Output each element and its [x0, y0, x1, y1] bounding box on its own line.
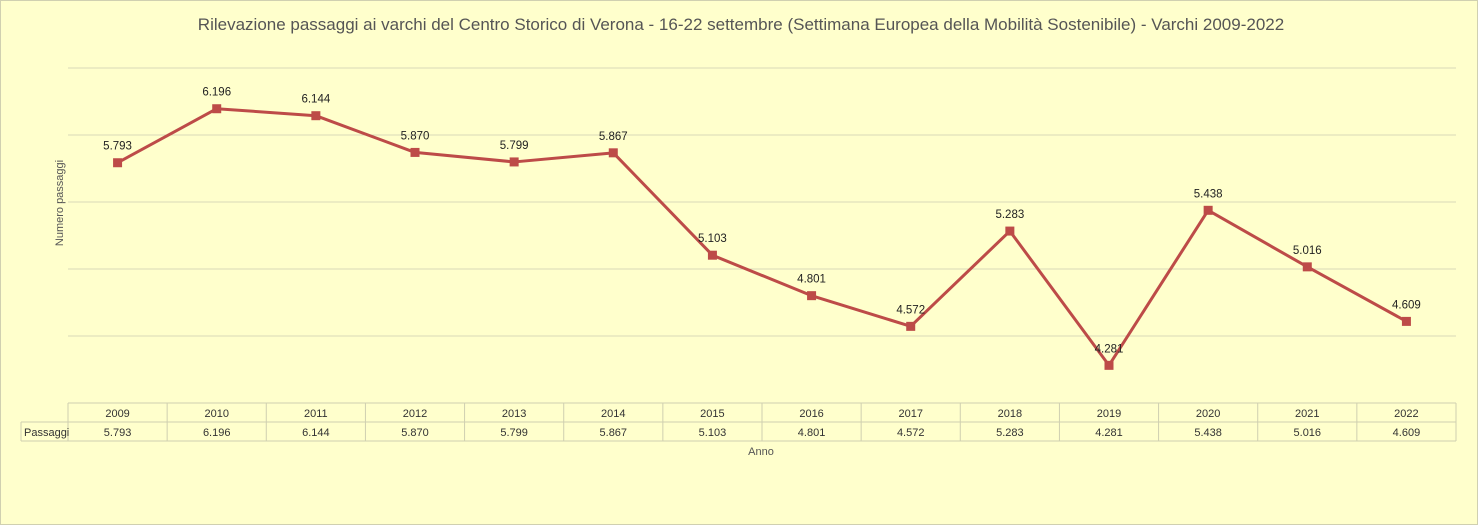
data-label: 5.438 — [1194, 188, 1223, 200]
table-cell: 6.196 — [203, 427, 231, 439]
x-tick-label: 2019 — [1097, 408, 1121, 420]
x-tick-label: 2016 — [799, 408, 823, 420]
data-label: 6.144 — [301, 94, 330, 106]
data-point-marker — [1302, 262, 1312, 272]
table-cell: 5.283 — [996, 427, 1024, 439]
data-point-marker — [113, 158, 123, 168]
x-tick-label: 2014 — [601, 408, 625, 420]
data-label: 4.609 — [1392, 299, 1421, 311]
x-tick-label: 2009 — [105, 408, 129, 420]
data-labels: 5.793 6.196 6.144 5.870 5.799 5.867 5.103 4.801… — [103, 87, 1421, 356]
table-cell: 5.799 — [500, 427, 528, 439]
table-cell: 5.870 — [401, 427, 429, 439]
x-tick-label: 2018 — [998, 408, 1022, 420]
table-cell: 5.793 — [104, 427, 132, 439]
data-point-marker — [1203, 205, 1213, 215]
table-cell: 4.572 — [897, 427, 925, 439]
x-tick-label: 2020 — [1196, 408, 1220, 420]
gridlines — [68, 67, 1456, 337]
data-label: 5.016 — [1293, 245, 1322, 257]
data-label: 4.281 — [1095, 343, 1124, 355]
data-point-marker — [311, 111, 321, 121]
chart-title: Rilevazione passaggi ai varchi del Centr… — [198, 15, 1284, 34]
table-cell: 6.144 — [302, 427, 330, 439]
table-cell: 4.801 — [798, 427, 826, 439]
data-label: 5.799 — [500, 140, 529, 152]
table-cell: 5.867 — [600, 427, 628, 439]
table-cell: 5.016 — [1294, 427, 1322, 439]
data-label: 5.870 — [401, 130, 430, 142]
data-point-marker — [1005, 226, 1015, 236]
x-tick-label: 2010 — [204, 408, 228, 420]
data-point-marker — [509, 157, 519, 167]
x-tick-label: 2022 — [1394, 408, 1418, 420]
data-point-marker — [212, 104, 222, 114]
x-tick-label: 2013 — [502, 408, 526, 420]
table-cell: 4.281 — [1095, 427, 1123, 439]
data-label: 6.196 — [202, 87, 231, 99]
data-label: 4.801 — [797, 274, 826, 286]
y-axis-label: Numero passaggi — [54, 160, 66, 246]
data-label: 5.283 — [995, 209, 1024, 221]
data-point-marker — [608, 148, 618, 158]
data-label: 5.867 — [599, 131, 628, 143]
x-tick-label: 2012 — [403, 408, 427, 420]
data-point-marker — [1104, 360, 1114, 370]
table-row-header: Passaggi — [24, 427, 69, 439]
series-passaggi — [113, 104, 1411, 370]
data-table: Passaggi 2009 5.793 2010 6.196 2011 6.144 2012 5… — [20, 402, 1457, 442]
x-tick-label: 2011 — [304, 408, 328, 420]
x-axis-label: Anno — [748, 446, 774, 458]
data-label: 5.103 — [698, 233, 727, 245]
data-point-marker — [906, 321, 916, 331]
data-point-marker — [807, 291, 817, 301]
data-point-marker — [1401, 316, 1411, 326]
x-tick-label: 2015 — [700, 408, 724, 420]
table-cell: 5.438 — [1194, 427, 1222, 439]
x-tick-label: 2021 — [1295, 408, 1319, 420]
data-label: 5.793 — [103, 141, 132, 153]
data-point-marker — [707, 250, 717, 260]
data-point-marker — [410, 147, 420, 157]
data-label: 4.572 — [896, 304, 925, 316]
x-tick-label: 2017 — [898, 408, 922, 420]
series-line — [116, 107, 1408, 367]
table-cell: 4.609 — [1393, 427, 1421, 439]
table-cell: 5.103 — [699, 427, 727, 439]
